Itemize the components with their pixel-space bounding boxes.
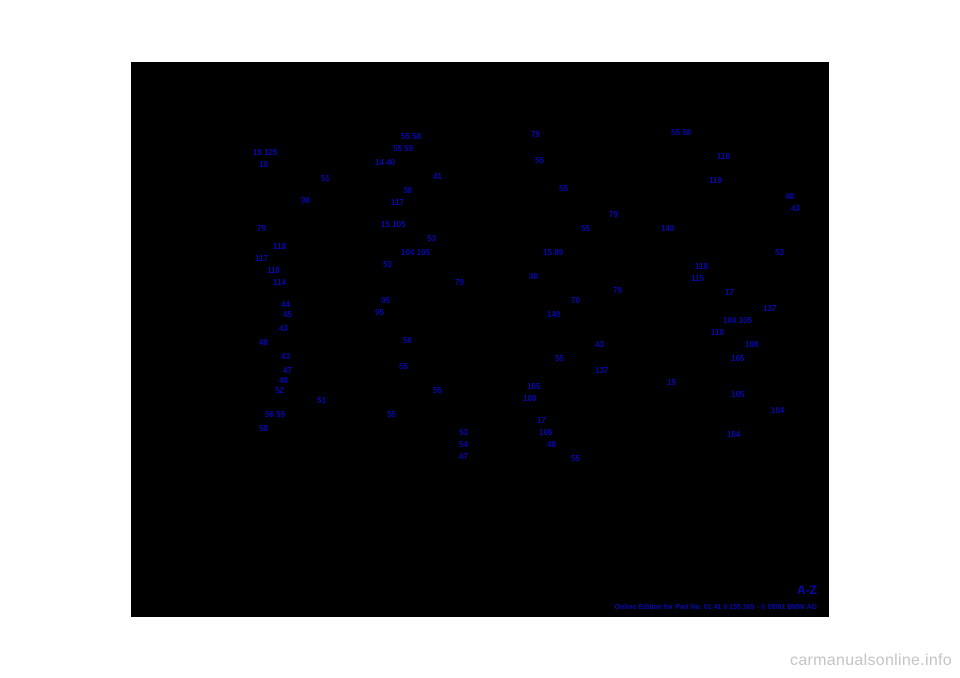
index-entry: 137	[763, 304, 776, 314]
index-entry: 15 89	[543, 248, 563, 258]
index-entry: 45	[283, 310, 292, 320]
index-entry: 19 125	[253, 148, 277, 158]
index-entry: 55	[535, 156, 544, 166]
index-entry: 56	[403, 336, 412, 346]
index-entry: 98	[301, 196, 310, 206]
index-entry: 48	[279, 376, 288, 386]
index-entry: 106	[539, 428, 552, 438]
index-entry: 117	[255, 254, 268, 264]
index-entry: 117	[391, 198, 404, 208]
index-entry: 79	[609, 210, 618, 220]
index-entry: 53	[459, 428, 468, 438]
index-entry: 114	[273, 278, 286, 288]
index-entry: 79	[613, 286, 622, 296]
index-entry: 70	[571, 296, 580, 306]
index-entry: 47	[459, 452, 468, 462]
index-entry: 108	[745, 340, 758, 350]
index-entry: 118	[273, 242, 286, 252]
index-entry: 118	[695, 262, 708, 272]
index-entry: 53	[427, 234, 436, 244]
index-entry: 53	[317, 396, 326, 406]
index-entry: 104	[727, 430, 740, 440]
index-entry: 95	[381, 296, 390, 306]
footer-text: Online Edition for Part No. 01 41 0 155 …	[614, 604, 817, 611]
index-entry: 51	[321, 174, 330, 184]
index-entry: 118	[711, 328, 724, 338]
index-entry: 48	[259, 338, 268, 348]
index-entry: 104 105	[723, 316, 752, 326]
index-entry: 43	[595, 340, 604, 350]
index-entry: 19	[259, 160, 268, 170]
index-entry: 53	[383, 260, 392, 270]
index-entry: 14 40	[375, 158, 395, 168]
index-entry: 108	[523, 394, 536, 404]
index-entry: 52	[275, 386, 284, 396]
index-entry: 17	[725, 288, 734, 298]
index-entry: 115	[691, 274, 704, 284]
index-entry: 47	[283, 366, 292, 376]
index-entry: 118	[267, 266, 280, 276]
index-entry: 15 105	[381, 220, 405, 230]
index-entry: 55	[399, 362, 408, 372]
index-entry: 105	[731, 354, 744, 364]
index-entry: 55 59	[393, 144, 413, 154]
index-entry: 104	[771, 406, 784, 416]
index-entry: 43	[281, 352, 290, 362]
index-entry: 43	[279, 324, 288, 334]
index-entry: 140	[547, 310, 560, 320]
index-entry: 44	[281, 300, 290, 310]
index-entry: 41	[433, 172, 442, 182]
index-entry: 43	[791, 204, 800, 214]
index-entry: 55 58	[671, 128, 691, 138]
index-entry: 55	[387, 410, 396, 420]
index-entry: 55 58	[401, 132, 421, 142]
index-entry: 105	[527, 382, 540, 392]
index-entry: 53	[775, 248, 784, 258]
index-entry: 95	[375, 308, 384, 318]
index-entry: 79	[455, 278, 464, 288]
index-entry: 79	[257, 224, 266, 234]
page-container: 19 1251951987911811711811444454348434748…	[131, 62, 829, 617]
index-entry: 55	[571, 454, 580, 464]
index-entry: 105	[731, 390, 744, 400]
page-number: A-Z	[797, 583, 817, 597]
index-entry: 137	[595, 366, 608, 376]
index-entry: 119	[709, 176, 722, 186]
index-entry: 55	[559, 184, 568, 194]
index-entry: 118	[717, 152, 730, 162]
index-entry: 58	[259, 424, 268, 434]
index-entry: 55	[555, 354, 564, 364]
index-entry: 19	[667, 378, 676, 388]
index-entry: 40	[529, 272, 538, 282]
index-entry: 48	[547, 440, 556, 450]
index-entry: 55	[581, 224, 590, 234]
index-entry: 79	[531, 130, 540, 140]
index-entry: 48	[785, 192, 794, 202]
index-entry: 38	[403, 186, 412, 196]
index-entry: 55	[433, 386, 442, 396]
index-entry: 140	[661, 224, 674, 234]
watermark: carmanualsonline.info	[790, 652, 952, 670]
index-entry: 17	[537, 416, 546, 426]
index-entry: 104 105	[401, 248, 430, 258]
index-entry: 54	[459, 440, 468, 450]
index-entry: 56 59	[265, 410, 285, 420]
